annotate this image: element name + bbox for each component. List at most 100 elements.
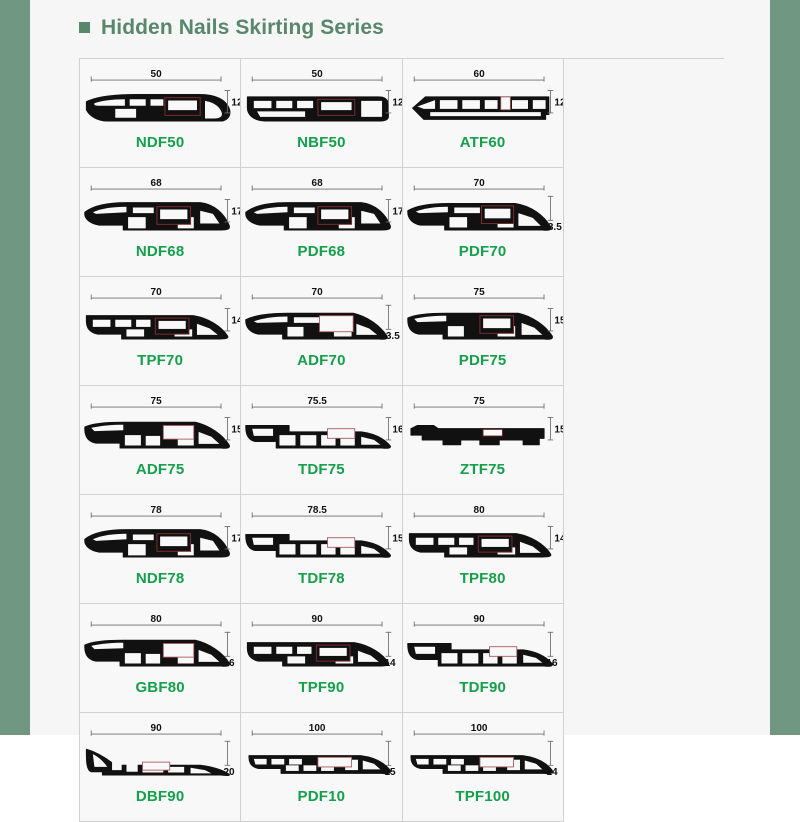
product-code-label: DBF90 (135, 788, 185, 805)
svg-text:15: 15 (554, 315, 563, 326)
svg-text:78: 78 (151, 505, 163, 516)
page-title: Hidden Nails Skirting Series (101, 16, 384, 39)
product-code-label: GBF80 (135, 679, 185, 696)
product-cell[interactable]: 78 17 NDF78 (80, 495, 242, 604)
svg-text:20: 20 (223, 767, 235, 778)
product-cell[interactable]: 80 14 TPF80 (402, 495, 564, 604)
product-code-label: PDF75 (458, 352, 507, 369)
svg-text:75: 75 (473, 287, 485, 298)
svg-text:16: 16 (393, 424, 402, 435)
product-cell[interactable]: 90 14 TPF90 (241, 604, 403, 713)
profile-diagram: 60 12 (403, 59, 563, 134)
content-area: Hidden Nails Skirting Series 5012NDF5050… (30, 0, 770, 822)
svg-text:100: 100 (309, 723, 326, 734)
svg-text:75.5: 75.5 (308, 396, 328, 407)
svg-text:16: 16 (546, 658, 558, 669)
svg-text:80: 80 (473, 505, 485, 516)
product-cell[interactable]: 90 16 TDF90 (402, 604, 564, 713)
svg-text:75: 75 (151, 396, 163, 407)
product-cell[interactable]: 80 16 GBF80 (80, 604, 242, 713)
profile-diagram: 78 17 (80, 495, 240, 570)
svg-text:17: 17 (231, 533, 240, 544)
svg-text:68: 68 (312, 178, 324, 189)
svg-text:50: 50 (312, 69, 324, 80)
product-code-label: TPF100 (455, 788, 510, 805)
product-code-label: ATF60 (459, 134, 506, 151)
profile-diagram: 90 16 (403, 604, 563, 679)
product-cell[interactable]: 78.5 15 TDF78 (241, 495, 403, 604)
svg-text:14: 14 (554, 533, 563, 544)
svg-text:16: 16 (223, 658, 235, 669)
product-cell[interactable]: 100 14 TPF100 (402, 713, 564, 822)
svg-text:80: 80 (151, 614, 163, 625)
profile-diagram: 75.5 16 (241, 386, 402, 461)
product-cell[interactable]: 75 15 ADF75 (80, 386, 242, 495)
profile-diagram: 100 14 (403, 713, 563, 788)
product-cell[interactable]: 70 14 TPF70 (80, 277, 242, 386)
svg-text:15: 15 (554, 424, 563, 435)
profile-diagram: 75 15 (403, 277, 563, 352)
product-code-label: NDF78 (135, 570, 185, 587)
product-cell[interactable]: 75 15 PDF75 (402, 277, 564, 386)
svg-text:15: 15 (231, 424, 240, 435)
svg-text:15: 15 (393, 533, 402, 544)
product-cell[interactable]: 75.5 16 TDF75 (241, 386, 403, 495)
product-code-label: PDF10 (297, 788, 346, 805)
product-cell[interactable]: 100 15 PDF10 (241, 713, 403, 822)
svg-text:100: 100 (470, 723, 487, 734)
profile-diagram: 100 15 (241, 713, 401, 788)
profile-diagram: 80 14 (403, 495, 563, 570)
svg-text:14: 14 (546, 767, 558, 778)
product-code-label: NBF50 (297, 134, 346, 151)
product-code-label: ZTF75 (460, 461, 506, 478)
svg-text:70: 70 (312, 287, 324, 298)
product-cell[interactable]: 60 12 ATF60 (402, 59, 564, 168)
svg-text:17: 17 (393, 206, 402, 217)
product-cell[interactable]: 70 13.5 PDF70 (402, 168, 564, 277)
product-code-label: TPF90 (298, 679, 345, 696)
product-code-label: NDF50 (135, 134, 185, 151)
product-code-label: TDF78 (297, 570, 345, 587)
product-cell[interactable]: 50 12 NBF50 (241, 59, 403, 168)
svg-text:12: 12 (554, 97, 563, 108)
section-header: Hidden Nails Skirting Series (79, 17, 384, 38)
profile-diagram: 75 15 (80, 386, 240, 461)
profile-diagram: 70 14 (80, 277, 240, 352)
product-cell[interactable]: 90 20 DBF90 (80, 713, 242, 822)
left-accent-bar (0, 0, 30, 735)
product-code-label: PDF68 (297, 243, 346, 260)
product-code-label: ADF70 (297, 352, 346, 369)
profile-diagram: 50 12 (241, 59, 402, 134)
product-cell[interactable]: 75 15 ZTF75 (402, 386, 564, 495)
profile-diagram: 68 17 (80, 168, 240, 243)
svg-text:14: 14 (385, 658, 397, 669)
svg-text:15: 15 (385, 767, 397, 778)
product-cell[interactable]: 68 17 PDF68 (241, 168, 403, 277)
profile-diagram: 50 12 (80, 59, 240, 134)
svg-text:70: 70 (151, 287, 163, 298)
svg-text:70: 70 (473, 178, 485, 189)
svg-text:12: 12 (393, 97, 402, 108)
product-code-label: TDF75 (297, 461, 345, 478)
svg-text:60: 60 (473, 69, 485, 80)
svg-text:12: 12 (231, 97, 240, 108)
product-cell[interactable]: 70 13.5 ADF70 (241, 277, 403, 386)
profile-diagram: 78.5 15 (241, 495, 402, 570)
svg-text:68: 68 (151, 178, 163, 189)
svg-text:90: 90 (151, 723, 163, 734)
product-code-label: TPF80 (459, 570, 506, 587)
svg-text:50: 50 (151, 69, 163, 80)
svg-text:17: 17 (231, 206, 240, 217)
profile-diagram: 75 15 (403, 386, 563, 461)
right-accent-bar (770, 0, 800, 735)
product-code-label: TDF90 (459, 679, 507, 696)
product-code-label: ADF75 (135, 461, 185, 478)
product-cell[interactable]: 50 12 NDF50 (80, 59, 242, 168)
profile-diagram: 68 17 (241, 168, 402, 243)
svg-text:13.5: 13.5 (381, 331, 401, 342)
product-code-label: TPF70 (137, 352, 184, 369)
product-cell[interactable]: 68 17 NDF68 (80, 168, 242, 277)
profile-diagram: 80 16 (80, 604, 240, 679)
product-grid: 50 12 NDF50 50 12 NBF50 60 12 ATF60 68 17 NDF68 68 17… (79, 58, 724, 822)
